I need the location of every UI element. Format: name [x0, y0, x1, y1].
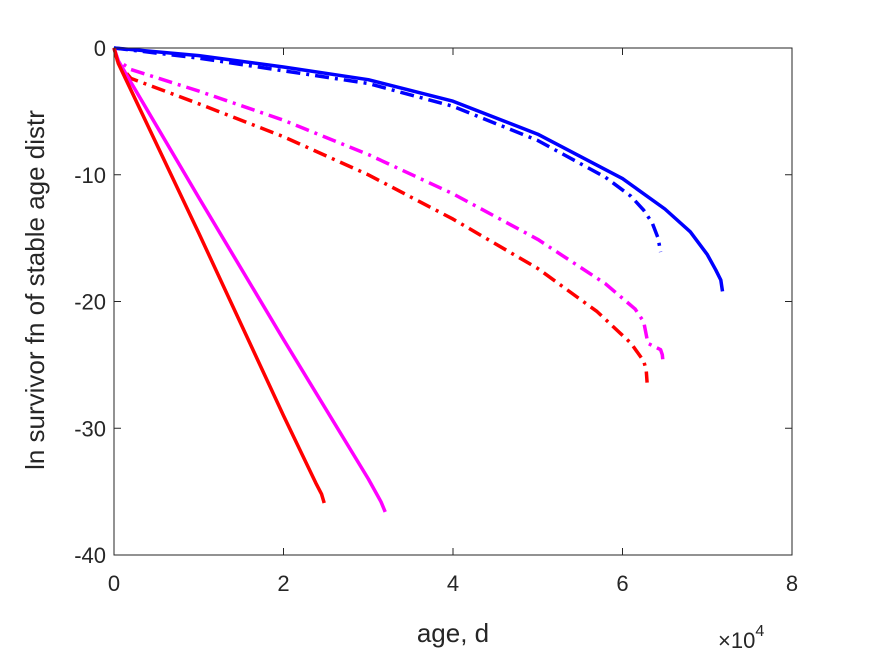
- y-tick-label: 0: [94, 36, 106, 61]
- y-tick-label: -40: [74, 543, 106, 568]
- x-tick-label: 4: [447, 571, 459, 596]
- x-tick-label: 8: [786, 571, 798, 596]
- series-layer: [112, 46, 725, 513]
- x-tick-label: 0: [108, 571, 120, 596]
- ticks-layer: 0 2 4 6 8 0 -10 -20 -30 -40: [74, 36, 798, 596]
- y-axis-label: ln survivor fn of stable age distr: [20, 110, 50, 470]
- series-line-2: [113, 46, 663, 253]
- x-tick-label: 2: [277, 571, 289, 596]
- series-line-1: [113, 46, 725, 292]
- series-line-3: [112, 47, 665, 364]
- y-tick-label: -10: [74, 163, 106, 188]
- x-exponent-base: ×10: [718, 628, 755, 653]
- x-exponent-power: 4: [755, 623, 764, 640]
- x-exponent-label: ×104: [718, 623, 764, 653]
- x-tick-label: 6: [616, 571, 628, 596]
- plot-area: [114, 48, 792, 555]
- y-tick-label: -30: [74, 416, 106, 441]
- y-tick-label: -20: [74, 290, 106, 315]
- series-line-4: [112, 47, 649, 383]
- x-axis-label: age, d: [417, 618, 489, 648]
- series-line-6: [112, 47, 326, 504]
